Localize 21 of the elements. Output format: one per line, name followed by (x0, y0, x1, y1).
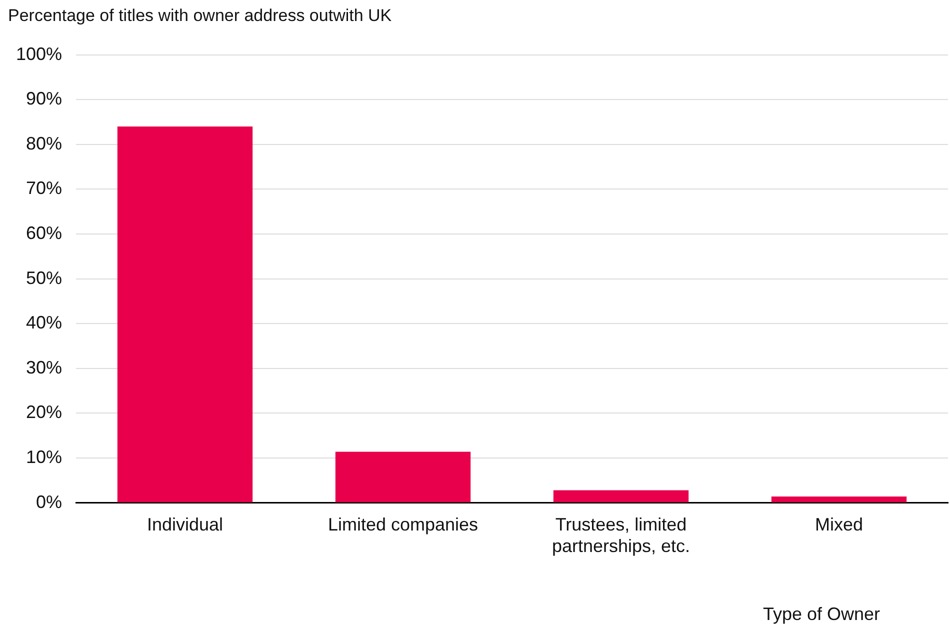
y-axis-title: Percentage of titles with owner address outwith UK (8, 6, 392, 26)
y-tick-label: 20% (26, 402, 62, 422)
y-tick-label: 80% (26, 133, 62, 154)
y-tick-label: 40% (26, 312, 62, 333)
x-tick-label: Individual (146, 514, 224, 535)
y-tick-label: 0% (36, 492, 62, 512)
x-tick-label: Trustees, limited partnerships, etc. (552, 514, 690, 556)
x-tick-label: Limited companies (328, 514, 478, 535)
bar (335, 452, 471, 502)
bar (117, 126, 253, 502)
y-tick-label: 10% (26, 446, 62, 467)
y-tick-label: 50% (26, 268, 62, 288)
bar (553, 490, 689, 502)
y-tick-label: 90% (26, 88, 62, 109)
y-tick-label: 100% (16, 44, 62, 64)
y-tick-label: 70% (26, 178, 62, 198)
x-axis-title: Type of Owner (762, 604, 880, 625)
x-tick-label: Mixed (814, 514, 864, 535)
bar (771, 496, 907, 502)
y-tick-label: 60% (26, 222, 62, 243)
y-tick-label: 30% (26, 357, 62, 378)
